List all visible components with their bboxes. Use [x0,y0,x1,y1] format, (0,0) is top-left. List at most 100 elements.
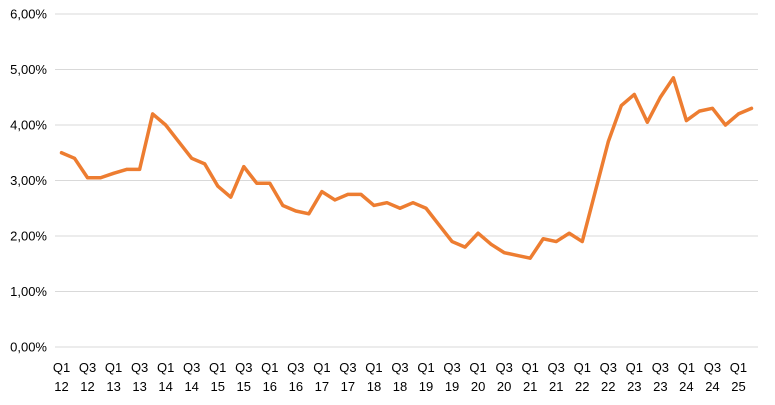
y-tick-label: 6,00% [10,7,47,22]
x-tick-label-year: 19 [445,379,459,394]
data-point [411,201,415,205]
x-tick-label-year: 13 [106,379,120,394]
data-point [476,231,480,235]
series-line [59,76,754,260]
data-point [112,171,116,175]
data-point [359,192,363,196]
data-point [164,123,168,127]
x-tick-label-quarter: Q1 [365,360,382,375]
x-tick-label-year: 12 [80,379,94,394]
data-point [450,240,454,244]
data-point [463,245,467,249]
y-tick-label: 3,00% [10,173,47,188]
x-tick-label-year: 18 [367,379,381,394]
data-point [606,140,610,144]
data-point [645,120,649,124]
data-point [255,181,259,185]
x-tick-label-year: 21 [523,379,537,394]
x-tick-label-year: 17 [315,379,329,394]
x-tick-label-quarter: Q1 [469,360,486,375]
gridlines [55,13,758,348]
x-tick-label-quarter: Q3 [235,360,252,375]
y-tick-label: 5,00% [10,62,47,77]
data-point [229,195,233,199]
x-tick-label-quarter: Q3 [183,360,200,375]
data-point [242,165,246,169]
data-point [554,240,558,244]
data-point [671,76,675,80]
y-tick-label: 4,00% [10,118,47,133]
data-point [710,106,714,110]
x-tick-label-quarter: Q1 [417,360,434,375]
data-point [177,140,181,144]
series-group [59,76,754,260]
data-point [424,206,428,210]
x-tick-label-year: 17 [341,379,355,394]
x-tick-label-quarter: Q3 [548,360,565,375]
x-tick-label-year: 19 [419,379,433,394]
data-point [138,167,142,171]
x-tick-label-year: 18 [393,379,407,394]
data-point [528,256,532,260]
x-tick-label-year: 15 [210,379,224,394]
x-tick-label-quarter: Q1 [261,360,278,375]
data-point [632,92,636,96]
data-point [684,119,688,123]
data-point [723,123,727,127]
data-point [515,253,519,257]
x-tick-label-quarter: Q3 [600,360,617,375]
y-tick-label: 0,00% [10,340,47,355]
x-tick-label-year: 20 [497,379,511,394]
x-tick-label-quarter: Q3 [495,360,512,375]
x-tick-label-quarter: Q1 [157,360,174,375]
data-point [294,209,298,213]
x-tick-label-quarter: Q3 [391,360,408,375]
data-point [216,184,220,188]
x-tick-label-year: 23 [653,379,667,394]
data-point [307,212,311,216]
x-tick-label-year: 20 [471,379,485,394]
data-point [190,156,194,160]
y-tick-label: 2,00% [10,229,47,244]
data-point [99,176,103,180]
x-tick-label-quarter: Q1 [574,360,591,375]
x-tick-label-year: 14 [184,379,198,394]
x-tick-label-quarter: Q3 [652,360,669,375]
x-tick-label-year: 25 [731,379,745,394]
data-point [125,167,129,171]
x-tick-label-quarter: Q3 [287,360,304,375]
data-point [580,240,584,244]
data-point [333,198,337,202]
x-tick-label-quarter: Q3 [443,360,460,375]
data-point [398,206,402,210]
x-tick-label-quarter: Q3 [339,360,356,375]
x-tick-label-year: 16 [263,379,277,394]
x-tick-label-year: 21 [549,379,563,394]
x-tick-label-year: 13 [132,379,146,394]
x-tick-label-quarter: Q3 [79,360,96,375]
x-tick-label-quarter: Q1 [522,360,539,375]
x-axis-tick-labels: Q1 12 Q3 12 Q1 13 Q3 13 Q1 14 Q3 14 Q1 15 Q3 15 Q1 16 Q3 16… [53,360,747,394]
data-point [385,201,389,205]
data-point [60,151,64,155]
x-tick-label-quarter: Q1 [53,360,70,375]
data-point [268,181,272,185]
x-tick-label-year: 14 [158,379,172,394]
data-point [86,176,90,180]
x-tick-label-year: 22 [575,379,589,394]
x-tick-label-year: 16 [289,379,303,394]
data-point [541,237,545,241]
data-point [658,95,662,99]
data-point [281,203,285,207]
x-tick-label-quarter: Q1 [730,360,747,375]
data-point [437,223,441,227]
data-point [372,203,376,207]
data-point [736,112,740,116]
x-tick-label-year: 12 [54,379,68,394]
data-point [73,156,77,160]
data-point [489,242,493,246]
x-tick-label-quarter: Q1 [626,360,643,375]
x-tick-label-quarter: Q3 [131,360,148,375]
x-tick-label-quarter: Q1 [209,360,226,375]
